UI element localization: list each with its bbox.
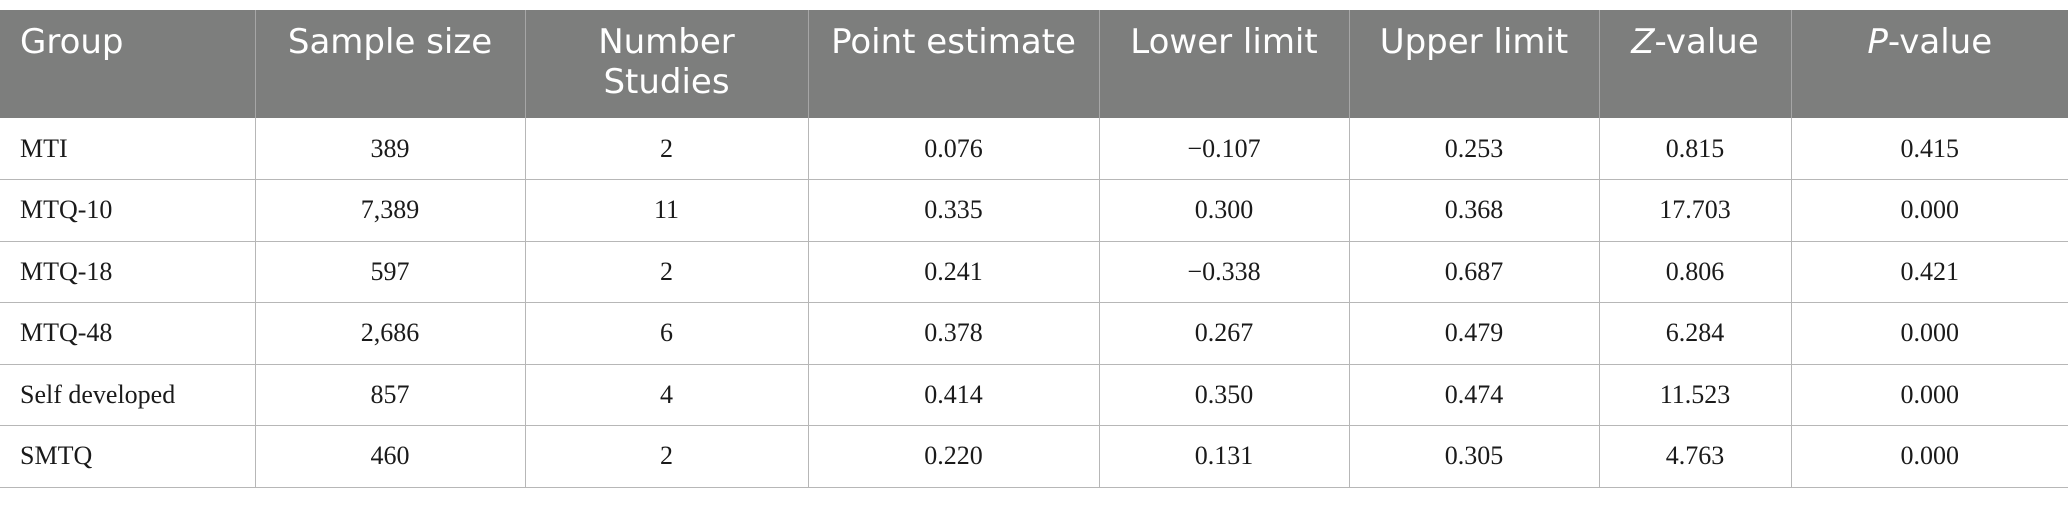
cell-sample-size: 597	[254, 241, 525, 303]
cell-lower-limit: 0.131	[1098, 425, 1349, 488]
header-number-studies: Number Studies	[524, 10, 808, 118]
cell-sample-size: 7,389	[254, 179, 525, 242]
cell-point-estimate: 0.378	[807, 302, 1099, 365]
header-z-value: Z-value	[1598, 10, 1791, 118]
cell-lower-limit: 0.300	[1098, 179, 1349, 242]
cell-p-value: 0.415	[1790, 118, 2068, 180]
cell-number-studies: 2	[524, 118, 808, 180]
cell-lower-limit: −0.338	[1098, 241, 1349, 303]
cell-point-estimate: 0.076	[807, 118, 1099, 180]
header-lower-limit: Lower limit	[1098, 10, 1349, 118]
header-z-suffix: -value	[1654, 22, 1759, 62]
table-header: Group Sample size Number Studies Point e…	[0, 10, 2068, 118]
cell-number-studies: 2	[524, 425, 808, 488]
table-row: Self developed 857 4 0.414 0.350 0.474 11.523 0…	[0, 364, 2068, 426]
cell-p-value: 0.000	[1790, 425, 2068, 488]
cell-point-estimate: 0.414	[807, 364, 1099, 426]
header-row: Group Sample size Number Studies Point e…	[0, 10, 2068, 118]
cell-sample-size: 857	[254, 364, 525, 426]
cell-group: MTQ-48	[0, 302, 255, 365]
cell-p-value: 0.000	[1790, 302, 2068, 365]
cell-upper-limit: 0.305	[1348, 425, 1599, 488]
header-point-estimate: Point estimate	[807, 10, 1099, 118]
cell-z-value: 11.523	[1598, 364, 1791, 426]
cell-z-value: 17.703	[1598, 179, 1791, 242]
cell-z-value: 0.806	[1598, 241, 1791, 303]
header-sample-size: Sample size	[254, 10, 525, 118]
cell-group: MTI	[0, 118, 255, 180]
cell-upper-limit: 0.687	[1348, 241, 1599, 303]
table-row: MTQ-18 597 2 0.241 −0.338 0.687 0.806 0.421	[0, 241, 2068, 303]
header-p-value: P-value	[1790, 10, 2068, 118]
cell-lower-limit: −0.107	[1098, 118, 1349, 180]
cell-upper-limit: 0.474	[1348, 364, 1599, 426]
cell-group: SMTQ	[0, 425, 255, 488]
cell-upper-limit: 0.368	[1348, 179, 1599, 242]
cell-number-studies: 6	[524, 302, 808, 365]
cell-point-estimate: 0.335	[807, 179, 1099, 242]
cell-lower-limit: 0.350	[1098, 364, 1349, 426]
cell-z-value: 6.284	[1598, 302, 1791, 365]
cell-p-value: 0.421	[1790, 241, 2068, 303]
table-row: MTQ-48 2,686 6 0.378 0.267 0.479 6.284 0.000	[0, 302, 2068, 365]
cell-sample-size: 2,686	[254, 302, 525, 365]
cell-group: MTQ-10	[0, 179, 255, 242]
table-body: MTI 389 2 0.076 −0.107 0.253 0.815 0.415 MTQ-10 7…	[0, 118, 2068, 488]
header-group: Group	[20, 22, 124, 62]
cell-group: Self developed	[0, 364, 255, 426]
cell-upper-limit: 0.479	[1348, 302, 1599, 365]
cell-sample-size: 460	[254, 425, 525, 488]
cell-lower-limit: 0.267	[1098, 302, 1349, 365]
table-row: MTI 389 2 0.076 −0.107 0.253 0.815 0.415	[0, 118, 2068, 180]
header-p-letter: P	[1867, 22, 1888, 62]
table-row: MTQ-10 7,389 11 0.335 0.300 0.368 17.703 0.000	[0, 179, 2068, 242]
cell-number-studies: 2	[524, 241, 808, 303]
cell-group: MTQ-18	[0, 241, 255, 303]
cell-upper-limit: 0.253	[1348, 118, 1599, 180]
cell-number-studies: 11	[524, 179, 808, 242]
cell-sample-size: 389	[254, 118, 525, 180]
header-z-letter: Z	[1631, 22, 1655, 62]
header-upper-limit: Upper limit	[1348, 10, 1599, 118]
header-p-suffix: -value	[1887, 22, 1993, 62]
table-row: SMTQ 460 2 0.220 0.131 0.305 4.763 0.000	[0, 425, 2068, 488]
cell-z-value: 0.815	[1598, 118, 1791, 180]
cell-p-value: 0.000	[1790, 179, 2068, 242]
cell-z-value: 4.763	[1598, 425, 1791, 488]
cell-number-studies: 4	[524, 364, 808, 426]
cell-p-value: 0.000	[1790, 364, 2068, 426]
results-table: Group Sample size Number Studies Point e…	[0, 10, 2068, 488]
cell-point-estimate: 0.220	[807, 425, 1099, 488]
cell-point-estimate: 0.241	[807, 241, 1099, 303]
